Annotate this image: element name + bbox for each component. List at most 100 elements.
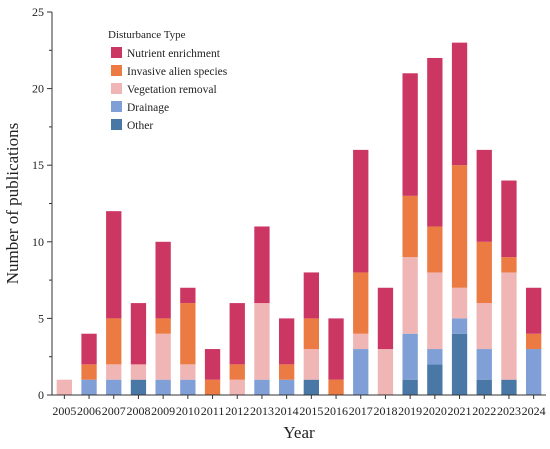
bar-segment-2009-drainage	[155, 379, 171, 395]
bar-segment-2007-vegetation-removal	[106, 364, 122, 380]
bar-segment-2024-drainage	[525, 349, 542, 395]
x-tick-label: 2008	[126, 404, 150, 418]
bar-segment-2022-invasive-alien-species	[476, 241, 492, 304]
x-tick-label: 2009	[151, 404, 175, 418]
y-tick-label: 20	[32, 82, 44, 96]
legend: Disturbance Type Nutrient enrichment Invas…	[108, 29, 228, 132]
bar-segment-2007-drainage	[106, 379, 122, 395]
legend-label: Drainage	[127, 102, 169, 114]
x-tick-label: 2021	[448, 404, 472, 418]
bar-segment-2021-drainage	[451, 318, 468, 334]
legend-swatch-other	[111, 119, 122, 130]
bar-segment-2019-other	[402, 379, 418, 395]
bar-segment-2006-drainage	[81, 379, 97, 395]
y-tick-label: 5	[38, 311, 44, 325]
bar-segment-2014-nutrient-enrichment	[278, 318, 295, 365]
bar-segment-2011-invasive-alien-species	[204, 379, 221, 395]
bar-segment-2015-vegetation-removal	[303, 349, 319, 380]
bar-segment-2017-drainage	[353, 349, 369, 395]
bar-segment-2018-vegetation-removal	[377, 349, 394, 395]
legend-label: Other	[127, 120, 153, 132]
bar-segment-2009-invasive-alien-species	[155, 318, 171, 334]
legend-label: Nutrient enrichment	[127, 48, 221, 60]
bar-segment-2007-invasive-alien-species	[106, 318, 122, 365]
bar-segment-2007-nutrient-enrichment	[106, 211, 122, 319]
x-tick-label: 2020	[423, 404, 447, 418]
bar-segment-2020-other	[427, 364, 443, 395]
legend-swatch-nutrient-enrichment	[111, 47, 122, 58]
x-tick-label: 2018	[373, 404, 397, 418]
bar-segment-2020-vegetation-removal	[427, 272, 443, 350]
bar-segment-2006-nutrient-enrichment	[81, 333, 97, 365]
bar-segment-2013-drainage	[254, 379, 270, 395]
bar-segment-2010-vegetation-removal	[180, 364, 196, 380]
x-tick-label: 2019	[398, 404, 422, 418]
bar-segment-2021-invasive-alien-species	[451, 165, 468, 288]
bar-segment-2008-nutrient-enrichment	[130, 303, 147, 365]
x-tick-label: 2014	[275, 404, 299, 418]
bar-segment-2015-nutrient-enrichment	[303, 272, 319, 319]
bar-segment-2013-vegetation-removal	[254, 303, 270, 380]
bar-segment-2011-nutrient-enrichment	[204, 349, 221, 380]
legend-swatch-invasive-alien-species	[111, 65, 122, 76]
bar-segment-2021-other	[451, 333, 468, 395]
bar-segment-2023-vegetation-removal	[501, 272, 517, 380]
bar-segment-2010-invasive-alien-species	[180, 303, 196, 365]
legend-swatch-vegetation-removal	[111, 83, 122, 94]
bar-segment-2022-vegetation-removal	[476, 303, 492, 350]
y-tick-label: 15	[32, 158, 44, 172]
bar-segment-2018-nutrient-enrichment	[377, 287, 394, 350]
bar-segment-2015-invasive-alien-species	[303, 318, 319, 350]
bar-segment-2014-drainage	[278, 379, 295, 395]
bar-segment-2022-nutrient-enrichment	[476, 149, 492, 242]
bar-segment-2022-other	[476, 379, 492, 395]
bar-segment-2024-nutrient-enrichment	[525, 287, 542, 334]
bar-segment-2012-invasive-alien-species	[229, 364, 245, 380]
bar-segment-2024-invasive-alien-species	[525, 333, 542, 350]
x-tick-label: 2022	[472, 404, 496, 418]
x-axis-title: Year	[283, 423, 315, 442]
bar-segment-2019-drainage	[402, 333, 418, 380]
bar-segment-2009-vegetation-removal	[155, 333, 171, 380]
bar-segment-2020-invasive-alien-species	[427, 226, 443, 273]
bar-segment-2008-other	[130, 379, 147, 395]
bar-segment-2023-nutrient-enrichment	[501, 180, 517, 258]
x-tick-label: 2011	[201, 404, 225, 418]
x-tick-label: 2024	[522, 404, 546, 418]
bar-segment-2014-invasive-alien-species	[278, 364, 295, 380]
bar-segment-2022-drainage	[476, 349, 492, 380]
bar-segment-2017-vegetation-removal	[353, 333, 369, 350]
x-tick-label: 2006	[77, 404, 101, 418]
bar-segment-2010-drainage	[180, 379, 196, 395]
bars-layer	[56, 42, 542, 395]
x-tick-label: 2012	[225, 404, 249, 418]
bar-segment-2013-nutrient-enrichment	[254, 226, 270, 304]
bar-segment-2019-vegetation-removal	[402, 257, 418, 334]
bar-segment-2006-invasive-alien-species	[81, 364, 97, 380]
bar-segment-2021-vegetation-removal	[451, 287, 468, 319]
y-tick-label: 25	[32, 5, 44, 19]
x-tick-label: 2007	[102, 404, 126, 418]
bar-segment-2010-nutrient-enrichment	[180, 287, 196, 304]
bar-segment-2023-other	[501, 379, 517, 395]
x-tick-label: 2023	[497, 404, 521, 418]
bar-segment-2019-invasive-alien-species	[402, 195, 418, 258]
y-axis-title: Number of publications	[3, 123, 22, 284]
x-tick-label: 2016	[324, 404, 348, 418]
bar-segment-2016-invasive-alien-species	[328, 379, 344, 395]
bar-segment-2008-vegetation-removal	[130, 364, 147, 380]
legend-label: Invasive alien species	[127, 66, 228, 78]
bar-segment-2012-vegetation-removal	[229, 379, 245, 395]
legend-label: Vegetation removal	[127, 84, 217, 96]
y-tick-label: 0	[38, 388, 44, 402]
bar-segment-2017-invasive-alien-species	[353, 272, 369, 334]
bar-segment-2016-nutrient-enrichment	[328, 318, 344, 380]
bar-segment-2021-nutrient-enrichment	[451, 42, 468, 166]
bar-segment-2015-other	[303, 379, 319, 395]
x-tick-label: 2013	[250, 404, 274, 418]
legend-swatch-drainage	[111, 101, 122, 112]
x-tick-label: 2010	[176, 404, 200, 418]
x-tick-label: 2017	[349, 404, 373, 418]
